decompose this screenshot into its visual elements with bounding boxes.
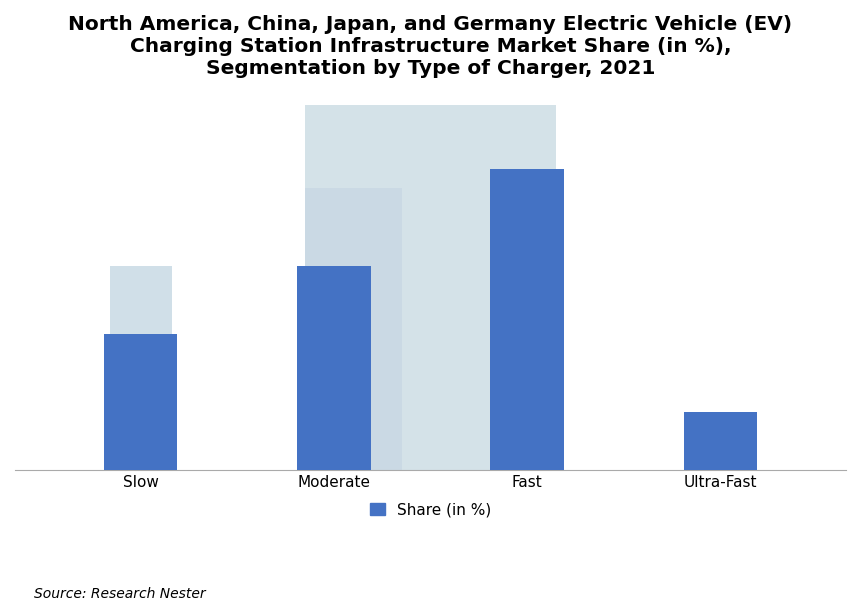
Legend: Share (in %): Share (in %) xyxy=(363,496,498,523)
Bar xyxy=(305,105,556,470)
Bar xyxy=(305,188,401,470)
Bar xyxy=(109,266,171,470)
Title: North America, China, Japan, and Germany Electric Vehicle (EV)
Charging Station : North America, China, Japan, and Germany… xyxy=(68,15,793,78)
Bar xyxy=(297,266,370,470)
Text: Source: Research Nester: Source: Research Nester xyxy=(34,587,206,601)
Bar xyxy=(491,169,564,470)
Bar xyxy=(104,334,177,470)
Bar xyxy=(684,412,757,470)
